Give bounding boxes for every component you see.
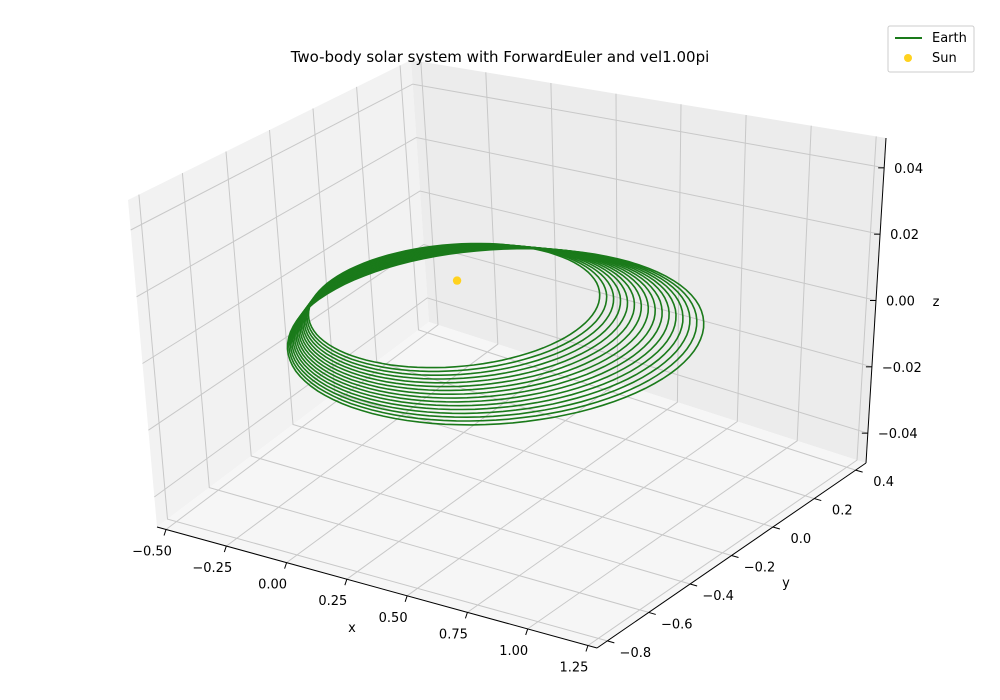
y-tick-mark [855,469,863,473]
x-tick-label: 0.50 [379,611,408,626]
z-gridline [154,297,868,498]
y-gridline [181,173,649,613]
x-gridline [406,104,682,597]
legend-earth-label: Earth [932,31,967,46]
legend-sun-swatch [904,54,912,62]
x-tick-mark [585,645,589,652]
x-tick-label: 1.25 [559,661,588,676]
y-gridline [225,151,691,585]
x-axis-label: x [348,621,356,636]
y-tick-mark [689,583,698,587]
chart-title: Two-body solar system with ForwardEuler … [290,48,710,66]
z-tick-label: −0.02 [882,361,922,376]
y-tick-mark [814,498,822,502]
x-gridline [165,61,439,530]
z-axis-label: z [933,295,940,310]
x-tick-label: 0.25 [318,594,347,609]
y-gridline [269,129,732,556]
y-tick-label: −0.8 [620,646,652,661]
y-axis-label: y [782,576,790,591]
x-axis-line [156,526,598,649]
earth-orbit-loop [286,247,705,426]
z-tick-label: 0.00 [886,295,915,310]
z-gridline [142,190,877,364]
z-tick-label: −0.04 [878,427,918,442]
x-tick-mark [344,579,348,586]
y-tick-label: −0.4 [702,589,734,604]
z-tick-label: 0.02 [890,228,919,243]
sun-series [452,276,462,285]
y-gridline [399,65,856,471]
y-tick-mark [607,640,615,644]
axis-ticks: −0.50 −0.25 0.00 0.25 0.50 0.75 1.00 1.25 −0.8 −0… [132,162,923,676]
gridlines [130,61,885,646]
x-tick-mark [525,628,529,636]
pane-left [128,60,429,527]
x-gridline [587,136,877,646]
x-tick-label: 0.75 [439,627,468,642]
z-gridline [130,83,885,231]
x-tick-mark [464,612,468,619]
x-tick-label: 0.00 [258,578,287,593]
y-gridline [356,86,815,500]
y-gridline [138,194,608,642]
x-tick-label: 1.00 [499,644,528,659]
z-tick-label: 0.04 [894,162,923,177]
y-tick-label: −0.2 [744,561,776,576]
y-tick-label: −0.6 [661,617,693,632]
x-tick-label: −0.50 [132,544,172,559]
x-gridline [527,125,812,630]
x-tick-mark [404,595,408,602]
z-gridline [136,136,881,298]
x-tick-mark [223,545,227,553]
x-tick-mark [284,562,288,569]
y-tick-mark [731,555,739,558]
y-tick-label: 0.0 [791,532,812,547]
y-tick-mark [648,611,656,615]
x-tick-mark [163,529,167,536]
z-gridline [148,243,873,431]
x-gridline [346,93,619,580]
legend: Earth Sun [887,25,975,73]
y-tick-mark [772,526,781,530]
y-tick-label: 0.4 [873,475,894,490]
sun-point [452,276,462,285]
x-tick-label: −0.25 [192,561,232,576]
x-gridline [226,72,499,547]
y-tick-label: 0.2 [832,504,853,519]
earth-orbit-series [286,242,705,426]
legend-sun-label: Sun [932,51,957,66]
x-gridline [467,114,747,613]
